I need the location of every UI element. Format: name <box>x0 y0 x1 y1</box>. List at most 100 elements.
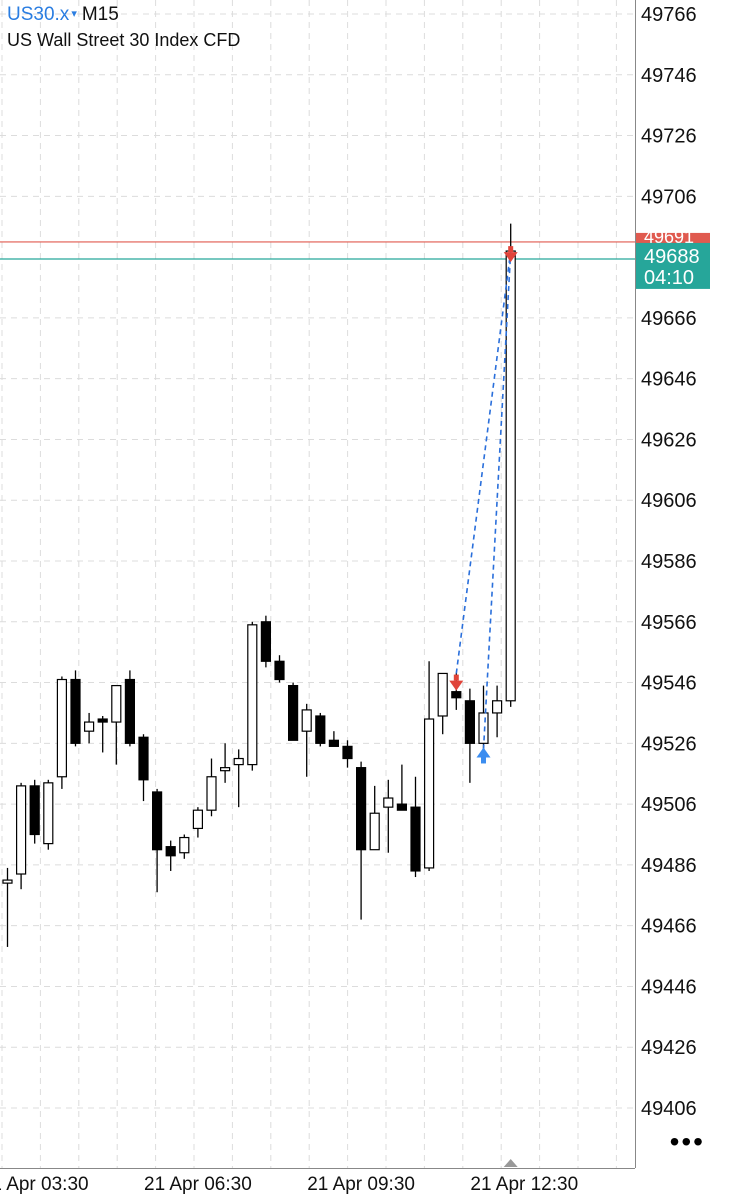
candle-body-bear <box>288 684 299 741</box>
candle <box>192 807 203 838</box>
candle-body-bear <box>315 715 326 744</box>
y-tick-label: 49766 <box>641 4 697 26</box>
trades-layer <box>449 246 518 764</box>
candle <box>274 655 285 683</box>
candle-body-bull <box>43 782 54 845</box>
x-tick-label: 21 Apr 06:30 <box>144 1174 252 1195</box>
y-tick-label: 49526 <box>641 733 697 755</box>
candle <box>111 684 122 765</box>
candle-body-bear <box>124 678 136 744</box>
buy-arrow-stem <box>481 757 486 764</box>
candle <box>288 682 299 741</box>
candle <box>356 761 367 920</box>
candle <box>369 785 380 851</box>
candle <box>260 615 271 668</box>
candle <box>328 731 339 747</box>
x-tick-label: 21 Apr 12:30 <box>470 1174 578 1195</box>
y-tick-label: 49546 <box>641 673 697 695</box>
candle-body-bull <box>233 757 244 766</box>
candle-body-bull <box>478 712 489 744</box>
candle-body-bull <box>505 250 516 702</box>
y-tick-label: 49486 <box>641 855 697 877</box>
candle-body-bull <box>492 700 503 714</box>
current-bar-marker-icon <box>503 1159 518 1167</box>
candle <box>437 672 448 735</box>
candle-body-bull <box>369 812 380 851</box>
y-tick-label: 49446 <box>641 976 697 998</box>
candle <box>247 621 258 771</box>
candle <box>424 661 435 871</box>
candle-body-bear <box>260 621 271 662</box>
candle <box>315 712 326 747</box>
buy-arrow-icon <box>476 747 491 758</box>
candle <box>492 685 503 738</box>
candle <box>43 779 54 850</box>
ask-price-label: 49691 <box>644 227 694 247</box>
sell-arrow-icon <box>503 252 518 263</box>
candle <box>301 703 312 777</box>
y-tick-label: 49666 <box>641 308 697 330</box>
y-tick-label: 49726 <box>641 126 697 148</box>
y-tick-label: 49426 <box>641 1037 697 1059</box>
candle-body-bull <box>206 776 217 811</box>
y-tick-label: 49646 <box>641 369 697 391</box>
candle-body-bear <box>328 739 339 747</box>
candle <box>396 764 407 811</box>
candle-body-bear <box>152 791 163 851</box>
candle <box>138 734 149 802</box>
symbol-row[interactable]: US30.x ▾ M15 <box>7 4 240 27</box>
grid-layer <box>0 0 635 1168</box>
sell-arrow-icon <box>449 680 464 691</box>
y-tick-label: 49606 <box>641 490 697 512</box>
candle-body-bull <box>179 836 190 854</box>
candle-body-bull <box>424 718 435 869</box>
candle <box>179 834 190 859</box>
candle-body-bull <box>301 709 312 732</box>
candle-body-bear <box>29 785 40 836</box>
bid-price-tag <box>636 242 710 289</box>
trade-line <box>482 250 512 750</box>
candle-body-bear <box>464 700 475 744</box>
candle-body-bull <box>83 721 95 732</box>
y-tick-label: 49626 <box>641 429 697 451</box>
candle <box>70 670 81 747</box>
candle <box>56 676 68 789</box>
candle <box>383 779 394 853</box>
candle-body-bull <box>247 624 258 766</box>
candle-body-bear <box>165 846 176 857</box>
candle <box>233 749 244 808</box>
candle <box>464 688 475 783</box>
candle-body-bull <box>111 684 122 723</box>
symbol-link[interactable]: US30.x <box>7 4 70 25</box>
candle-body-bear <box>451 691 462 699</box>
candles-layer <box>2 223 516 947</box>
candle <box>2 867 13 947</box>
trade-line <box>455 250 512 674</box>
candle <box>83 712 95 744</box>
price-lines-layer <box>0 241 635 260</box>
x-tick-label: 21 Apr 09:30 <box>307 1174 415 1195</box>
candle <box>124 670 136 747</box>
timeframe-label[interactable]: M15 <box>81 4 119 25</box>
more-horizontal-icon[interactable]: ••• <box>669 1126 705 1157</box>
bar-countdown-label: 04:10 <box>644 267 694 289</box>
candle-body-bull <box>192 809 203 830</box>
candle-body-bear <box>274 660 285 681</box>
instrument-name: US Wall Street 30 Index CFD <box>7 29 241 50</box>
y-tick-label: 49746 <box>641 65 697 87</box>
candle-body-bull <box>2 879 13 884</box>
y-tick-label: 49406 <box>641 1098 697 1120</box>
candle <box>29 779 40 844</box>
ask-price-tag <box>636 232 710 245</box>
chevron-down-icon[interactable]: ▾ <box>71 8 77 20</box>
candle-body-bear <box>97 718 108 723</box>
candle <box>410 776 421 878</box>
candle-body-bear <box>70 678 81 744</box>
candle <box>220 743 231 783</box>
candle-body-bear <box>356 767 367 851</box>
candle <box>152 788 163 893</box>
candle-body-bear <box>396 803 407 811</box>
y-tick-label: 49586 <box>641 551 697 573</box>
